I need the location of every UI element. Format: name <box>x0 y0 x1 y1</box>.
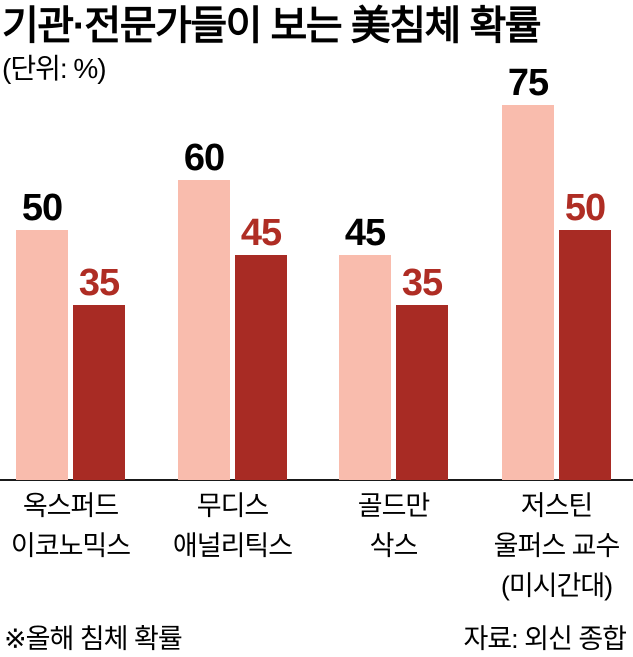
chart-footer: ※올해 침체 확률 자료: 외신 종합 <box>4 621 627 657</box>
value-label: 45 <box>240 212 282 254</box>
value-label: 35 <box>401 262 443 304</box>
chart-title: 기관·전문가들이 보는 美침체 확률 <box>2 4 542 48</box>
light-pink-bar <box>178 180 230 480</box>
category-label-line: 골드만 <box>357 491 431 521</box>
category-label-line: 옥스퍼드 <box>22 491 119 521</box>
dark-red-bar <box>396 305 448 480</box>
unit-label: (단위: %) <box>2 53 107 84</box>
value-label: 75 <box>507 62 549 104</box>
light-pink-bar <box>502 105 554 480</box>
category-label-line: 울퍼스 교수 <box>493 531 621 561</box>
value-label: 50 <box>21 187 63 229</box>
value-label: 45 <box>344 212 386 254</box>
category-label-line: 저스틴 <box>520 491 594 521</box>
light-pink-bar <box>339 255 391 480</box>
dark-red-bar <box>559 230 611 480</box>
light-pink-bar <box>16 230 68 480</box>
source: 자료: 외신 종합 <box>463 624 627 654</box>
value-label: 60 <box>183 137 225 179</box>
dark-red-bar <box>73 305 125 480</box>
category-label-line: (미시간대) <box>500 571 613 601</box>
category-label-line: 애널리틱스 <box>172 531 293 561</box>
category-label-line: 이코노믹스 <box>10 531 131 561</box>
category-label-line: 무디스 <box>196 491 270 521</box>
category-label-line: 삭스 <box>369 531 419 561</box>
footnote: ※올해 침체 확률 <box>4 624 183 654</box>
dark-red-bar <box>235 255 287 480</box>
value-label: 50 <box>564 187 606 229</box>
x-axis-line <box>0 479 633 481</box>
value-label: 35 <box>78 262 120 304</box>
